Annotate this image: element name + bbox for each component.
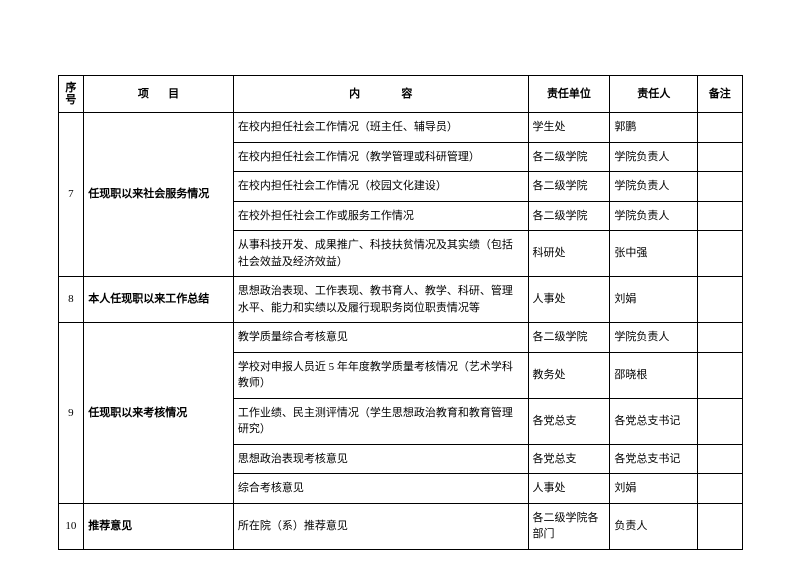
person-cell: 郭鹏 — [610, 113, 698, 143]
dept-cell: 各二级学院 — [528, 323, 610, 353]
note-cell — [698, 474, 742, 504]
seq-cell: 9 — [58, 323, 84, 504]
dept-cell: 人事处 — [528, 474, 610, 504]
person-cell: 学院负责人 — [610, 142, 698, 172]
header-item: 项 目 — [84, 76, 234, 113]
note-cell — [698, 142, 742, 172]
dept-cell: 教务处 — [528, 352, 610, 398]
person-cell: 刘娟 — [610, 277, 698, 323]
dept-cell: 人事处 — [528, 277, 610, 323]
seq-cell: 8 — [58, 277, 84, 323]
note-cell — [698, 231, 742, 277]
item-cell: 推荐意见 — [84, 503, 234, 549]
person-cell: 刘娟 — [610, 474, 698, 504]
main-table: 序号 项 目 内 容 责任单位 责任人 备注 7 任现职以来社会服务情况 在校内… — [58, 75, 743, 550]
document-page: 序号 项 目 内 容 责任单位 责任人 备注 7 任现职以来社会服务情况 在校内… — [58, 75, 743, 550]
header-seq: 序号 — [58, 76, 84, 113]
table-row: 7 任现职以来社会服务情况 在校内担任社会工作情况（班主任、辅导员） 学生处 郭… — [58, 113, 742, 143]
dept-cell: 各二级学院 — [528, 201, 610, 231]
person-cell: 学院负责人 — [610, 172, 698, 202]
note-cell — [698, 352, 742, 398]
content-cell: 在校内担任社会工作情况（教学管理或科研管理） — [233, 142, 528, 172]
note-cell — [698, 277, 742, 323]
person-cell: 学院负责人 — [610, 323, 698, 353]
person-cell: 各党总支书记 — [610, 398, 698, 444]
header-dept: 责任单位 — [528, 76, 610, 113]
header-note: 备注 — [698, 76, 742, 113]
content-cell: 在校内担任社会工作情况（校园文化建设） — [233, 172, 528, 202]
content-cell: 综合考核意见 — [233, 474, 528, 504]
content-cell: 思想政治表现、工作表现、教书育人、教学、科研、管理水平、能力和实绩以及履行现职务… — [233, 277, 528, 323]
person-cell: 邵晓根 — [610, 352, 698, 398]
dept-cell: 各党总支 — [528, 444, 610, 474]
note-cell — [698, 503, 742, 549]
dept-cell: 各二级学院 — [528, 142, 610, 172]
seq-cell: 10 — [58, 503, 84, 549]
note-cell — [698, 113, 742, 143]
note-cell — [698, 172, 742, 202]
header-person: 责任人 — [610, 76, 698, 113]
content-cell: 在校外担任社会工作或服务工作情况 — [233, 201, 528, 231]
dept-cell: 各二级学院各部门 — [528, 503, 610, 549]
note-cell — [698, 398, 742, 444]
item-cell: 任现职以来社会服务情况 — [84, 113, 234, 277]
seq-cell: 7 — [58, 113, 84, 277]
person-cell: 学院负责人 — [610, 201, 698, 231]
note-cell — [698, 444, 742, 474]
person-cell: 各党总支书记 — [610, 444, 698, 474]
dept-cell: 学生处 — [528, 113, 610, 143]
note-cell — [698, 323, 742, 353]
content-cell: 从事科技开发、成果推广、科技扶贫情况及其实绩（包括社会效益及经济效益） — [233, 231, 528, 277]
dept-cell: 各党总支 — [528, 398, 610, 444]
dept-cell: 科研处 — [528, 231, 610, 277]
content-cell: 思想政治表现考核意见 — [233, 444, 528, 474]
note-cell — [698, 201, 742, 231]
content-cell: 所在院（系）推荐意见 — [233, 503, 528, 549]
content-cell: 学校对申报人员近 5 年年度教学质量考核情况（艺术学科教师） — [233, 352, 528, 398]
dept-cell: 各二级学院 — [528, 172, 610, 202]
header-row: 序号 项 目 内 容 责任单位 责任人 备注 — [58, 76, 742, 113]
table-body: 7 任现职以来社会服务情况 在校内担任社会工作情况（班主任、辅导员） 学生处 郭… — [58, 113, 742, 550]
person-cell: 张中强 — [610, 231, 698, 277]
header-content: 内 容 — [233, 76, 528, 113]
content-cell: 教学质量综合考核意见 — [233, 323, 528, 353]
item-cell: 本人任现职以来工作总结 — [84, 277, 234, 323]
content-cell: 在校内担任社会工作情况（班主任、辅导员） — [233, 113, 528, 143]
item-cell: 任现职以来考核情况 — [84, 323, 234, 504]
table-row: 9 任现职以来考核情况 教学质量综合考核意见 各二级学院 学院负责人 — [58, 323, 742, 353]
content-cell: 工作业绩、民主测评情况（学生思想政治教育和教育管理研究） — [233, 398, 528, 444]
table-row: 8 本人任现职以来工作总结 思想政治表现、工作表现、教书育人、教学、科研、管理水… — [58, 277, 742, 323]
person-cell: 负责人 — [610, 503, 698, 549]
table-row: 10 推荐意见 所在院（系）推荐意见 各二级学院各部门 负责人 — [58, 503, 742, 549]
